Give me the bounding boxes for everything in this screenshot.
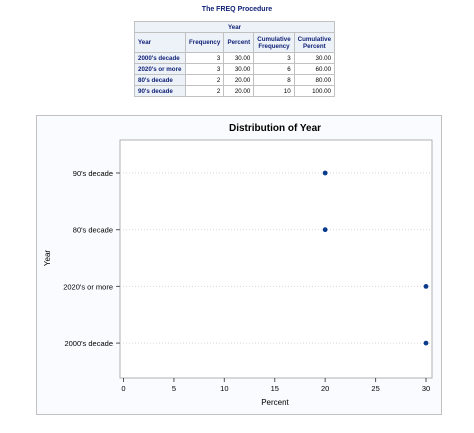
y-tick-label: 2000's decade [64,339,113,348]
table-row: 90's decade 2 20.00 10 100.00 [134,85,336,97]
x-tick-label: 5 [172,384,176,393]
x-tick-label: 15 [271,384,279,393]
cell-cum-frequency: 10 [253,85,295,97]
chart-title: Distribution of Year [229,123,321,134]
data-point [322,170,328,176]
row-header: 90's decade [134,85,186,97]
table-row: 2000's decade 3 30.00 3 30.00 [134,52,336,64]
cell-cum-percent: 100.00 [293,85,336,97]
cell-frequency: 2 [184,85,225,97]
column-header-cumulative-percent: Cumulative Percent [293,32,336,53]
plot-area [119,139,433,379]
frequency-table: Year Year Frequency Percent Cumulative F… [133,21,336,97]
column-header-frequency: Frequency [184,32,225,53]
cell-percent: 20.00 [223,85,255,97]
data-point [322,227,328,233]
x-tick-label: 0 [121,384,125,393]
data-point [423,340,429,346]
x-axis-label: Percent [261,398,289,407]
y-tick-label: 2020's or more [63,282,113,291]
x-tick-label: 25 [371,384,379,393]
y-tick-label: 90's decade [73,169,113,178]
table-row: 80's decade 2 20.00 8 80.00 [134,74,336,86]
column-header-year: Year [134,32,186,53]
x-axis: 0 5 10 15 20 25 30 [121,378,430,393]
x-tick-label: 10 [220,384,228,393]
markers [322,170,429,346]
x-tick-label: 30 [422,384,430,393]
data-point [423,284,429,289]
procedure-title: The FREQ Procedure [201,6,273,13]
y-axis: 90's decade 80's decade 2020's or more 2000… [63,169,120,348]
x-tick-label: 20 [321,384,329,393]
y-axis-label: Year [43,250,52,267]
y-tick-label: 80's decade [73,226,113,235]
gridlines [120,172,432,344]
